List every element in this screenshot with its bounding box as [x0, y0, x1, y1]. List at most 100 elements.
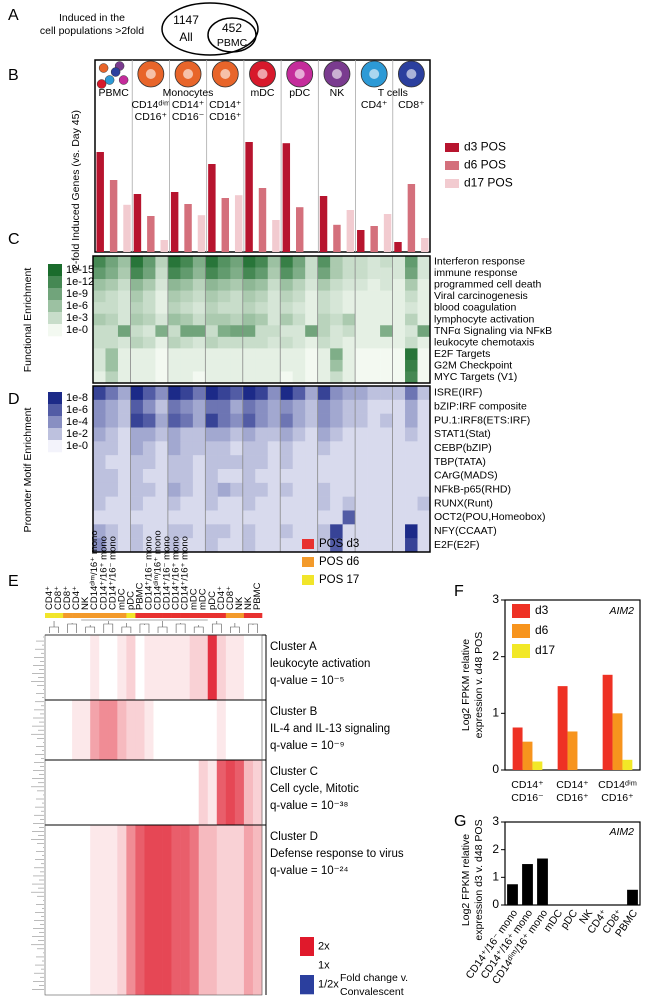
- heatmap-cell: [130, 267, 144, 280]
- bar: [522, 741, 533, 770]
- heatmap-cell: [355, 290, 368, 303]
- dendrogram: [85, 625, 96, 633]
- heatmap-cell: [392, 469, 406, 484]
- column-label: CD4⁺: [71, 586, 82, 610]
- heatmap-cell: [380, 524, 393, 539]
- heatmap-cell: [280, 386, 294, 401]
- heatmap-cell: [153, 700, 163, 760]
- heatmap-cell: [292, 336, 306, 349]
- venn-label: All: [179, 30, 192, 44]
- heatmap-cell: [54, 700, 64, 760]
- heatmap-cell: [217, 427, 231, 442]
- heatmap-cell: [93, 496, 106, 511]
- heatmap-cell: [392, 386, 406, 401]
- heatmap-cell: [142, 313, 156, 326]
- column-label: CD14⁺/16⁻ mono: [143, 536, 154, 610]
- dendrogram: [139, 623, 150, 633]
- heatmap-cell: [167, 413, 181, 428]
- heatmap-cell: [180, 399, 194, 414]
- heatmap-cell: [117, 336, 131, 349]
- heatmap-cell: [93, 256, 106, 268]
- colorbar-step: [300, 937, 314, 957]
- heatmap-cell: [242, 427, 256, 442]
- heatmap-cell: [63, 825, 73, 995]
- heatmap-cell: [417, 290, 431, 303]
- heatmap-cell: [93, 371, 106, 384]
- colorbar-label: 1e-4: [66, 416, 88, 428]
- dendrogram: [230, 623, 240, 633]
- heatmap-cell: [167, 386, 181, 401]
- heatmap-cell: [317, 427, 331, 442]
- heatmap-cell: [93, 482, 106, 497]
- heatmap-cell: [72, 700, 82, 760]
- heatmap-cell: [216, 760, 227, 825]
- heatmap-cell: [230, 290, 244, 303]
- bar: [282, 143, 291, 252]
- heatmap-cell: [93, 325, 106, 338]
- cell-nucleus: [294, 69, 305, 79]
- category-group-label: T cells: [378, 87, 408, 99]
- heatmap-cell: [130, 336, 144, 349]
- heatmap-cell: [267, 348, 281, 361]
- colorbar-label: 1e-8: [66, 392, 88, 404]
- heatmap-cell: [417, 538, 431, 553]
- heatmap-cell: [292, 325, 306, 338]
- heatmap-cell: [317, 441, 331, 456]
- heatmap-cell: [167, 538, 181, 553]
- heatmap-cell: [155, 279, 169, 291]
- heatmap-cell: [392, 441, 406, 456]
- heatmap-cell: [417, 413, 431, 428]
- heatmap-cell: [342, 427, 356, 442]
- heatmap-cell: [367, 482, 381, 497]
- heatmap-cell: [205, 336, 219, 349]
- heatmap-cell: [192, 386, 206, 401]
- heatmap-cell: [280, 399, 294, 414]
- heatmap-cell: [330, 441, 343, 456]
- heatmap-cell: [267, 267, 281, 280]
- category-label: CD14ᵈⁱᵐ: [598, 779, 637, 791]
- heatmap-cell: [180, 267, 194, 280]
- category-label: CD14ᵈⁱᵐ: [131, 99, 170, 111]
- row-label: NFkB-p65(RHD): [434, 484, 511, 496]
- heatmap-cell: [417, 399, 431, 414]
- heatmap-cell: [130, 348, 144, 361]
- row-label: CEBP(bZIP): [434, 442, 492, 454]
- venn-caption: cell populations >2fold: [40, 25, 144, 37]
- heatmap-cell: [255, 455, 269, 470]
- heatmap-cell: [342, 279, 356, 291]
- bar: [272, 220, 280, 252]
- category-label: PBMC: [98, 87, 129, 99]
- heatmap-cell: [317, 348, 331, 361]
- condition-strip: [63, 613, 73, 618]
- condition-strip: [198, 613, 209, 618]
- bar: [184, 204, 192, 252]
- heatmap-cell: [105, 302, 119, 315]
- bar: [612, 713, 623, 770]
- heatmap-cell: [192, 336, 206, 349]
- heatmap-cell: [392, 336, 406, 349]
- heatmap-cell: [217, 359, 231, 372]
- heatmap-cell: [205, 359, 219, 372]
- bar: [319, 196, 328, 252]
- heatmap-cell: [230, 386, 244, 401]
- heatmap-cell: [355, 386, 368, 401]
- heatmap-cell: [267, 359, 281, 372]
- heatmap-cell: [292, 359, 306, 372]
- heatmap-cell: [117, 482, 131, 497]
- cluster-label: q-value = 10⁻⁵: [270, 675, 345, 687]
- heatmap-cell: [162, 760, 172, 825]
- column-label: CD4⁺: [216, 586, 227, 610]
- bar: [133, 194, 142, 252]
- heatmap-cell: [93, 386, 106, 401]
- heatmap-cell: [230, 302, 244, 315]
- heatmap-cell: [230, 538, 244, 553]
- heatmap-cell: [230, 413, 244, 428]
- heatmap-cell: [105, 290, 119, 303]
- heatmap-cell: [130, 279, 144, 291]
- heatmap-cell: [305, 348, 318, 361]
- heatmap-cell: [142, 359, 156, 372]
- heatmap-cell: [153, 825, 163, 995]
- heatmap-cell: [142, 386, 156, 401]
- heatmap-cell: [135, 825, 145, 995]
- row-label: E2F Targets: [434, 348, 490, 360]
